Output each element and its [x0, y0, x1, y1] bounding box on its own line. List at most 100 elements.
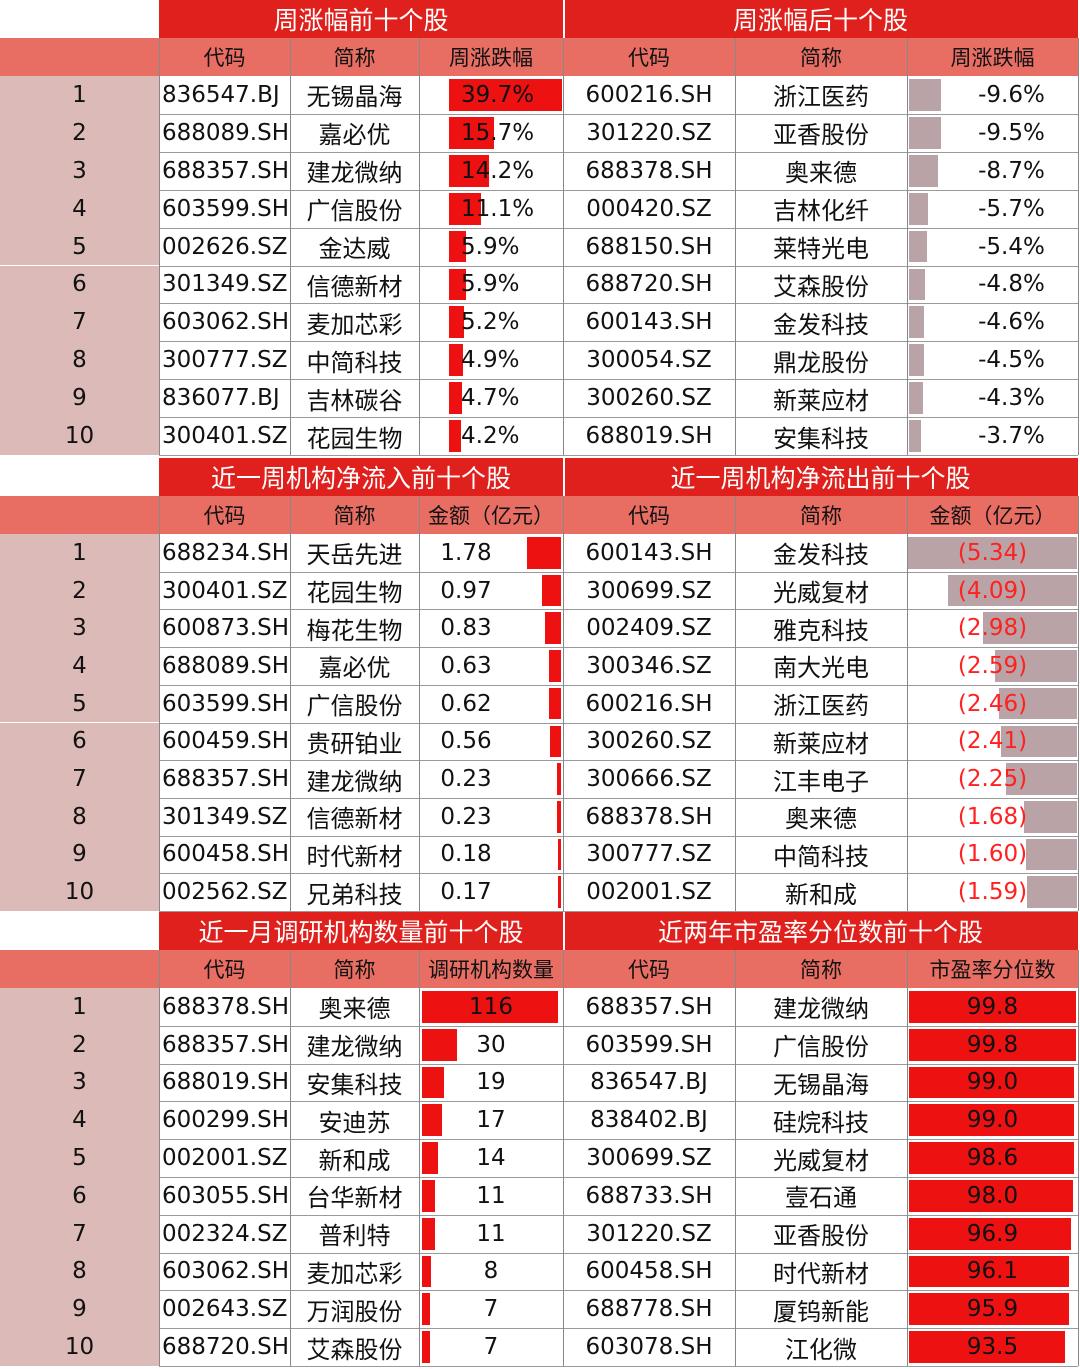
right-table-title: 近一周机构净流出前十个股 [563, 458, 1078, 496]
right-name-cell: 艾森股份 [773, 272, 869, 301]
right-name-cell: 建龙微纳 [773, 995, 869, 1024]
rank-cell: 10 [0, 1328, 159, 1366]
left-value-cell: 4.7% [419, 379, 563, 417]
left-name-cell: 兄弟科技 [306, 880, 403, 909]
right-code-cell: 300346.SZ [586, 652, 712, 679]
left-header-code: 代码 [159, 38, 290, 76]
left-header-name: 简称 [290, 950, 419, 988]
row-divider [159, 609, 1078, 611]
row-divider [159, 1101, 1078, 1103]
left-code-cell: 300401.SZ [162, 423, 288, 450]
left-value-cell: 14.2% [419, 152, 563, 190]
left-value-cell: 116 [419, 988, 563, 1026]
right-value-bar [1023, 800, 1077, 833]
row-divider [159, 1025, 1078, 1027]
column-divider [1078, 496, 1079, 911]
right-value-bar [909, 1104, 1075, 1137]
row-divider [159, 835, 1078, 837]
left-code-cell: 688089.SH [162, 652, 290, 679]
right-value-cell: 93.5 [907, 1328, 1078, 1366]
left-name-cell: 广信股份 [306, 692, 403, 721]
right-name-cell: 新莱应材 [773, 386, 869, 415]
row-divider [159, 722, 1078, 724]
left-value-bar [449, 268, 466, 301]
left-value-text: 11.1% [461, 195, 535, 222]
left-value-cell: 1.78 [419, 534, 563, 572]
right-code-cell: 836547.BJ [590, 1069, 708, 1096]
left-table-title: 周涨幅前十个股 [159, 0, 563, 38]
right-value-cell: 98.0 [907, 1177, 1078, 1215]
left-name-cell: 新和成 [318, 1146, 391, 1175]
left-code-cell: 688089.SH [162, 119, 290, 146]
right-value-bar [909, 344, 924, 377]
left-code-cell: 300401.SZ [162, 577, 288, 604]
left-value-bar [422, 1180, 435, 1212]
left-value-text: 8 [483, 1258, 499, 1285]
left-value-bar [422, 1217, 435, 1250]
right-value-bar [999, 687, 1077, 720]
rank-cell: 1 [0, 988, 159, 1026]
left-value-text: 7 [483, 1296, 499, 1323]
rank-cell: 9 [0, 835, 159, 874]
rank-cell: 6 [0, 722, 159, 761]
row-divider [159, 303, 1078, 305]
right-value-cell: -4.6% [907, 303, 1078, 341]
rank-cell: 9 [0, 379, 159, 418]
rank-cell: 10 [0, 417, 159, 455]
right-value-bar [1005, 763, 1077, 795]
right-code-cell: 600143.SH [585, 539, 713, 566]
left-header-value: 金额（亿元） [419, 496, 563, 534]
right-code-cell: 603078.SH [585, 1334, 713, 1361]
right-name-cell: 新莱应材 [773, 729, 869, 758]
right-value-bar [995, 650, 1077, 682]
left-table-title: 近一月调研机构数量前十个股 [159, 912, 563, 950]
rank-cell: 7 [0, 760, 159, 798]
column-divider [563, 38, 564, 455]
right-header-name: 简称 [735, 496, 907, 534]
rank-cell: 1 [0, 76, 159, 114]
left-value-bar [449, 116, 494, 149]
right-header-value: 市盈率分位数 [907, 950, 1078, 988]
left-value-bar [422, 1028, 458, 1061]
left-value-cell: 14 [419, 1139, 563, 1177]
right-table-title: 周涨幅后十个股 [563, 0, 1078, 38]
left-value-cell: 0.17 [419, 873, 563, 911]
column-divider [290, 950, 291, 1366]
right-value-text: (1.59) [957, 879, 1028, 906]
right-value-bar [909, 1180, 1073, 1212]
right-code-cell: 688720.SH [585, 271, 713, 298]
row-divider [159, 684, 1078, 686]
right-code-cell: 688778.SH [585, 1296, 713, 1323]
left-name-cell: 吉林碳谷 [306, 386, 403, 415]
right-value-cell: (1.68) [907, 798, 1078, 836]
left-value-cell: 4.9% [419, 341, 563, 379]
left-name-cell: 普利特 [318, 1222, 391, 1251]
rank-cell: 4 [0, 189, 159, 228]
left-value-text: 0.18 [440, 841, 492, 868]
row-divider [159, 1290, 1078, 1292]
row-divider [159, 1139, 1078, 1141]
column-divider [563, 950, 564, 1366]
right-name-cell: 亚香股份 [773, 121, 869, 150]
left-code-cell: 688234.SH [162, 539, 290, 566]
right-name-cell: 雅克科技 [773, 616, 869, 645]
right-value-cell: 99.0 [907, 1101, 1078, 1139]
right-header-code: 代码 [563, 950, 735, 988]
left-value-cell: 11 [419, 1215, 563, 1253]
left-value-bar [545, 612, 561, 645]
column-divider [1078, 38, 1079, 455]
right-name-cell: 金发科技 [773, 541, 869, 570]
left-value-bar [556, 763, 561, 795]
right-code-cell: 838402.BJ [590, 1107, 708, 1134]
right-code-cell: 300260.SZ [586, 728, 712, 755]
left-value-text: 0.23 [440, 803, 492, 830]
right-value-text: -4.3% [978, 385, 1045, 412]
left-value-cell: 8 [419, 1253, 563, 1291]
right-value-cell: -4.8% [907, 266, 1078, 304]
right-code-cell: 600216.SH [585, 81, 713, 108]
left-value-text: 0.56 [440, 728, 492, 755]
right-value-cell: 99.8 [907, 988, 1078, 1026]
right-name-cell: 奥来德 [785, 159, 857, 188]
right-value-cell: (2.41) [907, 723, 1078, 761]
left-value-text: 7 [483, 1334, 499, 1361]
